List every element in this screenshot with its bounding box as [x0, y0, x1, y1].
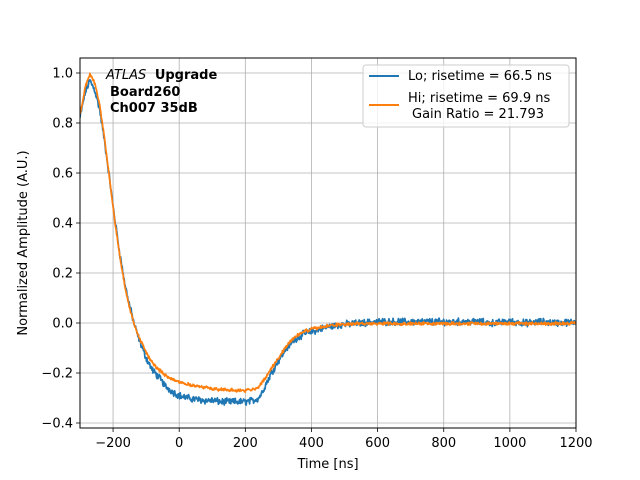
- y-tick-label: 1.0: [52, 67, 73, 82]
- x-tick-label: 800: [431, 436, 456, 451]
- annotation-italic: ATLAS: [105, 68, 146, 83]
- svg-text:ATLAS Upgrade: ATLAS Upgrade: [105, 68, 217, 83]
- x-tick-label: 1200: [559, 436, 592, 451]
- y-tick-label: 0.2: [52, 267, 73, 282]
- legend-box: [362, 64, 570, 128]
- x-tick-label: 0: [175, 436, 183, 451]
- x-tick-label: 200: [233, 436, 258, 451]
- annotation-channel: Ch007 35dB: [110, 101, 198, 116]
- y-axis-label: Normalized Amplitude (A.U.): [16, 150, 31, 335]
- x-tick-label: 400: [299, 436, 324, 451]
- annotation-bold: Upgrade: [155, 68, 218, 83]
- x-tick-label: 600: [365, 436, 390, 451]
- x-tick-label: −200: [95, 436, 131, 451]
- annotation-board: Board260: [110, 85, 180, 100]
- atlas-annotation: ATLAS Upgrade Board260 Ch007 35dB: [105, 68, 217, 116]
- legend-label-hi: Hi; risetime = 69.9 ns: [408, 91, 550, 106]
- x-axis-label: Time [ns]: [296, 457, 358, 472]
- legend: Lo; risetime = 66.5 ns Hi; risetime = 69…: [362, 64, 570, 128]
- x-tick-label: 1000: [493, 436, 526, 451]
- y-tick-label: 0.4: [52, 217, 73, 232]
- axis-ticks: −200 0 200 400 600 800 1000 1200 −0.4 −0.2 0.0 0.2 0…: [41, 67, 592, 452]
- plot-frame: [79, 57, 577, 429]
- legend-label-lo: Lo; risetime = 66.5 ns: [408, 69, 552, 84]
- y-tick-label: 0.8: [52, 117, 73, 132]
- series-hi-line: [80, 72, 576, 394]
- legend-label-gain: Gain Ratio = 21.793: [412, 107, 544, 122]
- y-tick-label: 0.6: [52, 167, 73, 182]
- y-tick-label: 0.0: [52, 317, 73, 332]
- y-tick-label: −0.2: [41, 367, 73, 382]
- y-tick-label: −0.4: [41, 417, 73, 432]
- series-layer: [80, 72, 576, 406]
